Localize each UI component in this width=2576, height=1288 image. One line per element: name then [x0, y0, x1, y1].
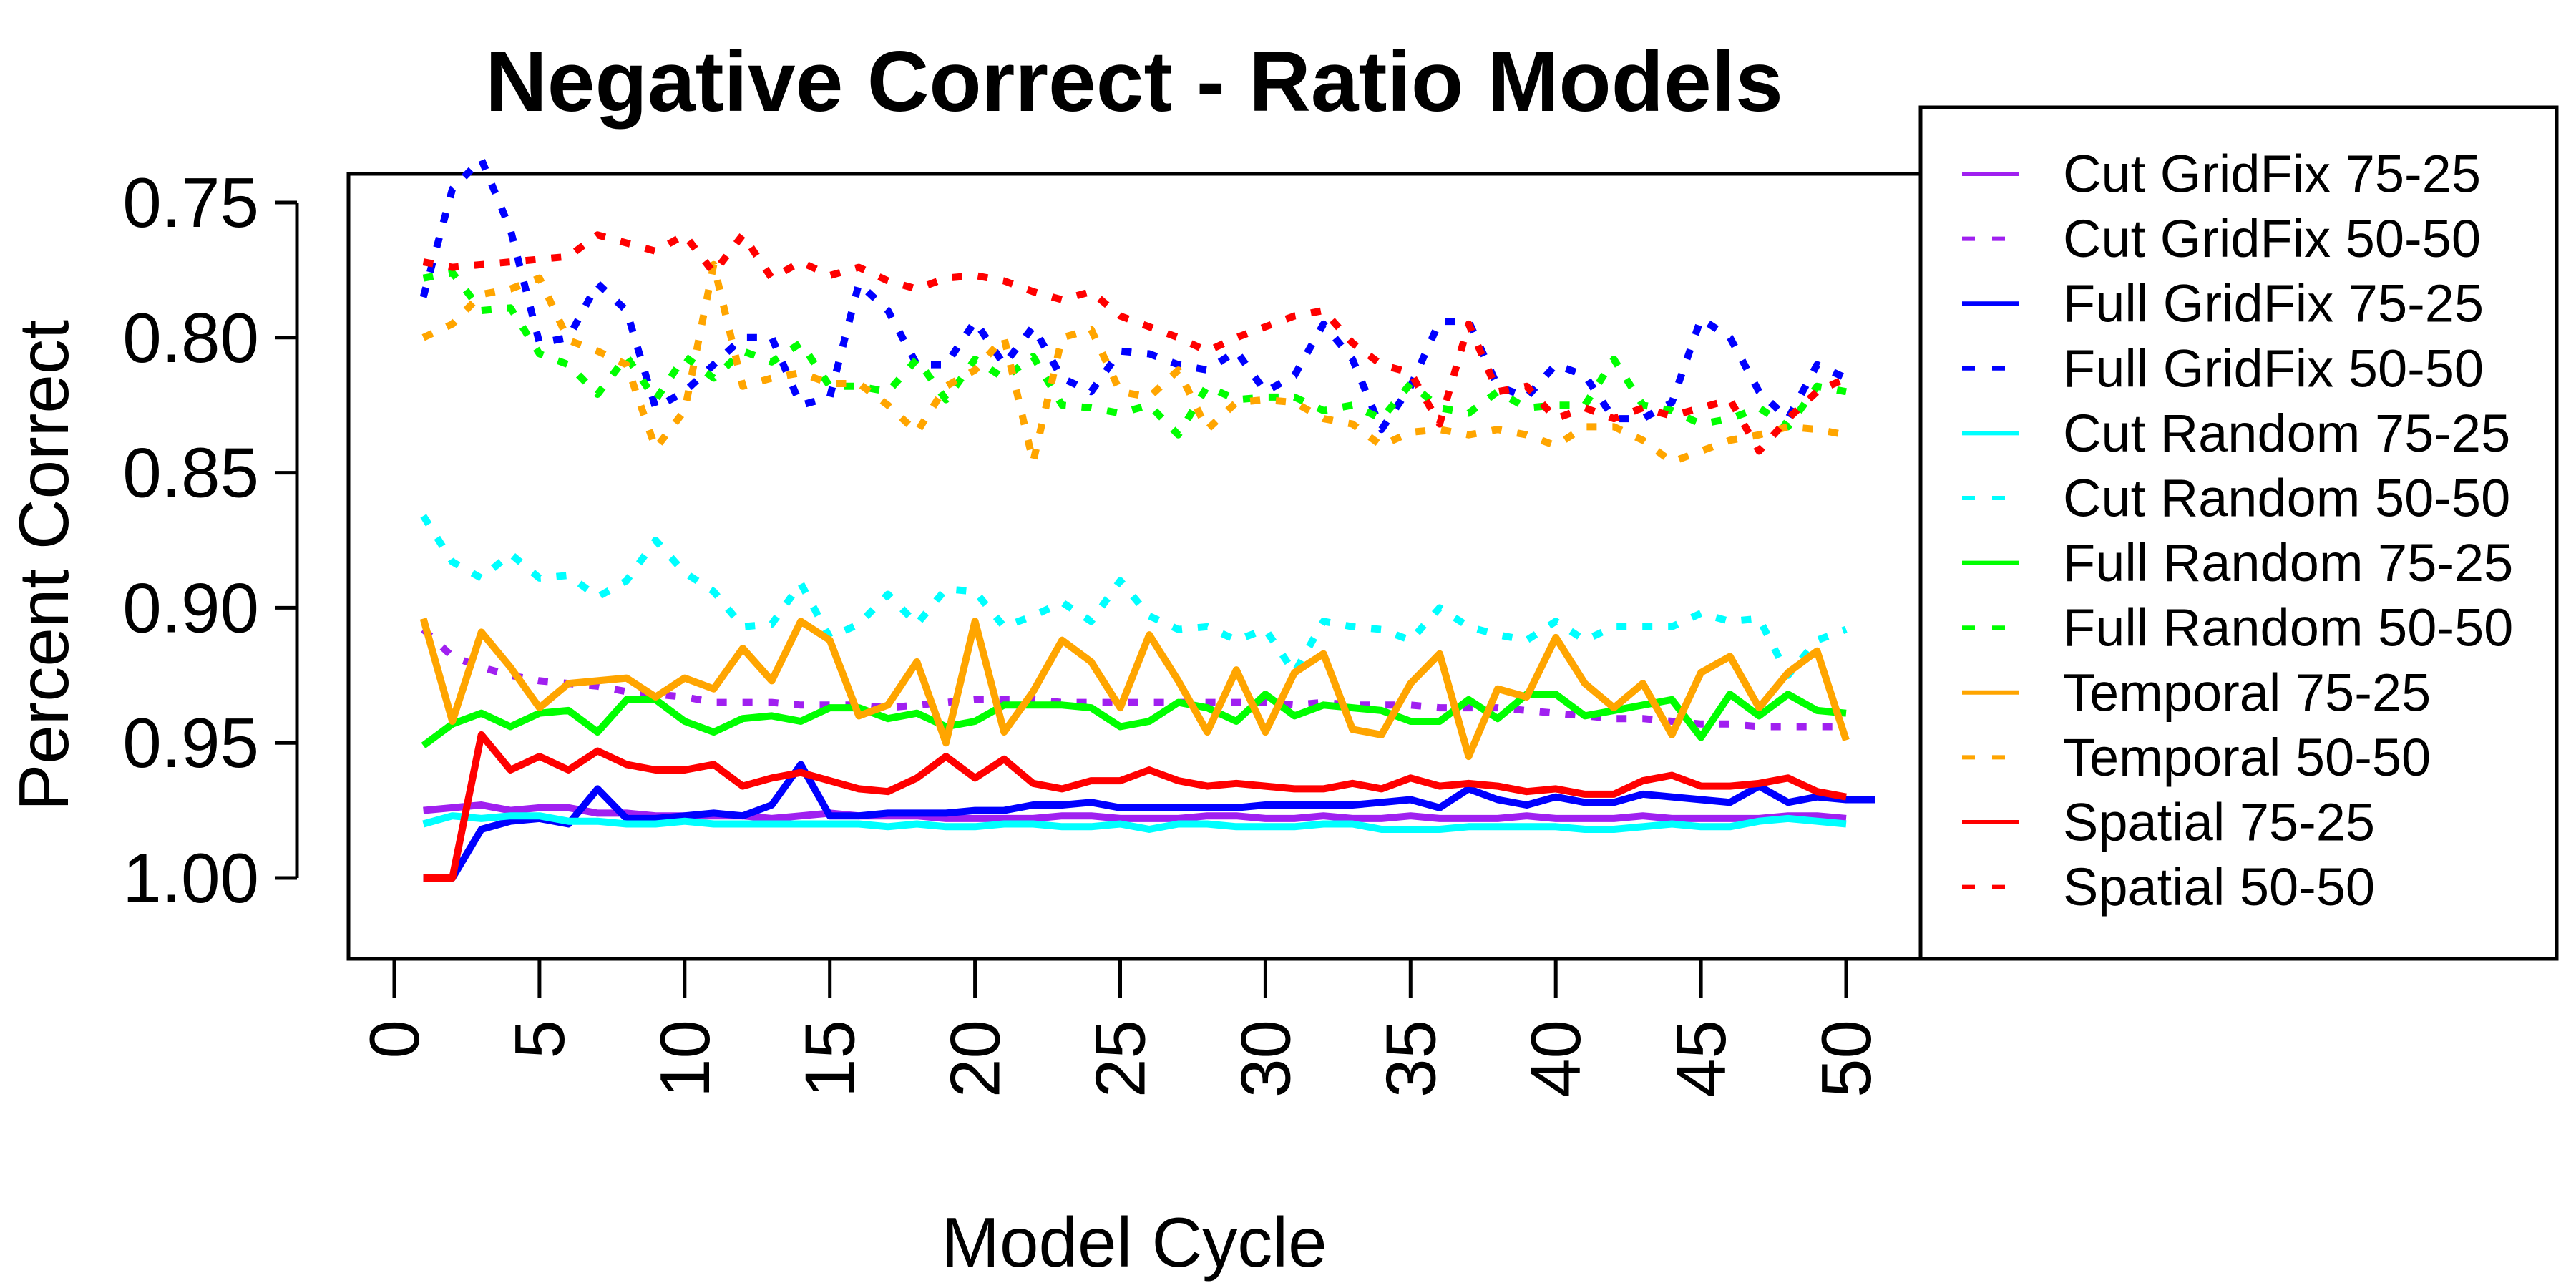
x-tick-label: 30: [1226, 1020, 1304, 1098]
x-tick-label: 20: [936, 1020, 1015, 1098]
legend-label: Cut GridFix 75-25: [2063, 145, 2481, 204]
y-axis: 1.00 0.95 0.90 0.85 0.80 0.75: [122, 163, 299, 917]
legend-item: Temporal 50-50: [1962, 728, 2431, 787]
series-layer: [419, 155, 1875, 882]
legend-item: Full GridFix 75-25: [1962, 274, 2484, 333]
series-line-temporal-50-50: [421, 260, 1847, 466]
legend-item: Spatial 75-25: [1962, 793, 2375, 852]
series-line-spatial-50-50: [422, 231, 1848, 455]
legend-label: Full GridFix 50-50: [2063, 338, 2484, 398]
legend-label: Full GridFix 75-25: [2063, 274, 2484, 333]
legend-label: Cut GridFix 50-50: [2063, 209, 2481, 268]
x-tick-label: 5: [500, 1020, 579, 1059]
series-line-full-gridfix-75-25: [423, 761, 1875, 882]
chart-title: Negative Correct - Ratio Models: [485, 34, 1783, 130]
y-axis-label: Percent Correct: [4, 320, 83, 811]
x-tick-label: 45: [1662, 1020, 1740, 1098]
series-line-cut-gridfix-50-50: [421, 626, 1846, 731]
x-axis-label: Model Cycle: [941, 1203, 1327, 1282]
legend-label: Cut Random 50-50: [2063, 469, 2510, 528]
legend-label: Spatial 75-25: [2063, 793, 2375, 852]
legend-item: Spatial 50-50: [1962, 857, 2375, 917]
series-line-spatial-75-25: [423, 731, 1847, 882]
series-line-full-random-75-25: [421, 691, 1847, 749]
x-tick-label: 50: [1807, 1020, 1885, 1098]
legend-label: Full Random 75-25: [2063, 533, 2513, 592]
legend-label: Temporal 75-25: [2063, 663, 2431, 722]
legend-item: Cut Random 50-50: [1962, 469, 2510, 528]
series-line-cut-random-75-25: [422, 812, 1847, 833]
legend-label: Spatial 50-50: [2063, 857, 2375, 917]
x-tick-label: 0: [355, 1020, 434, 1059]
y-tick-label: 0.80: [122, 298, 259, 377]
x-tick-label: 25: [1081, 1020, 1160, 1098]
y-tick-label: 0.95: [122, 703, 259, 782]
y-tick-label: 0.90: [122, 568, 259, 647]
x-axis: 0 5 10 15 20 25 30 35 40 45 50: [355, 957, 1885, 1098]
series-line-temporal-75-25: [419, 618, 1850, 761]
y-tick-label: 1.00: [122, 839, 259, 917]
legend-label: Full Random 50-50: [2063, 598, 2513, 658]
legend-item: Cut Random 75-25: [1962, 404, 2510, 463]
legend-item: Cut GridFix 75-25: [1962, 145, 2481, 204]
x-tick-label: 35: [1371, 1020, 1450, 1098]
y-tick-label: 0.75: [122, 163, 259, 242]
series-line-cut-random-50-50: [420, 514, 1848, 679]
legend-item: Full Random 75-25: [1962, 533, 2513, 592]
plot-area-frame: [346, 172, 1923, 961]
legend-label: Cut Random 75-25: [2063, 404, 2510, 463]
legend-item: Cut GridFix 50-50: [1962, 209, 2481, 268]
x-tick-label: 15: [791, 1020, 869, 1098]
legend-item: Full GridFix 50-50: [1962, 338, 2484, 398]
y-tick-label: 0.85: [122, 434, 259, 512]
legend-item: Full Random 50-50: [1962, 598, 2513, 658]
legend-frame: [1918, 105, 2559, 961]
x-tick-label: 40: [1516, 1020, 1595, 1098]
legend-label: Temporal 50-50: [2063, 728, 2431, 787]
x-tick-label: 10: [645, 1020, 724, 1098]
legend-item: Temporal 75-25: [1962, 663, 2431, 722]
series-line-full-random-50-50: [422, 269, 1847, 439]
